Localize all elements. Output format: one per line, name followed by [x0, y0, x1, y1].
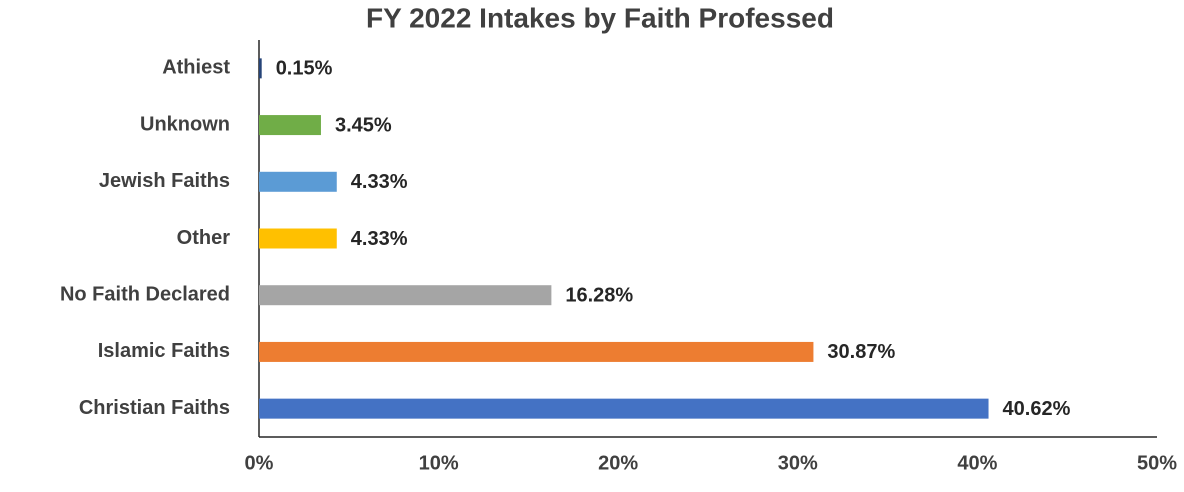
x-tick-label: 30% [778, 452, 818, 474]
value-label: 4.33% [351, 171, 408, 193]
x-tick-label: 20% [598, 452, 638, 474]
y-tick-label: Athiest [162, 57, 230, 79]
x-tick-label: 0% [245, 452, 274, 474]
value-label: 4.33% [351, 228, 408, 250]
chart-title: FY 2022 Intakes by Faith Professed [366, 2, 834, 33]
value-label: 40.62% [1003, 398, 1071, 420]
y-tick-label: No Faith Declared [60, 283, 230, 305]
x-tick-label: 40% [957, 452, 997, 474]
value-label: 0.15% [276, 58, 333, 80]
bar [259, 285, 552, 306]
y-tick-label: Christian Faiths [79, 397, 230, 419]
y-tick-label: Islamic Faiths [98, 340, 230, 362]
value-label: 16.28% [565, 284, 633, 306]
value-label: 30.87% [827, 341, 895, 363]
bar [259, 228, 337, 249]
bar [259, 341, 814, 362]
y-tick-label: Unknown [140, 113, 230, 135]
bar [259, 115, 321, 136]
y-tick-label: Jewish Faiths [99, 170, 230, 192]
bar [259, 398, 989, 419]
x-tick-label: 50% [1137, 452, 1177, 474]
bar [259, 58, 262, 79]
x-tick-label: 10% [419, 452, 459, 474]
y-tick-label: Other [177, 227, 231, 249]
value-label: 3.45% [335, 114, 392, 136]
bar [259, 171, 337, 192]
